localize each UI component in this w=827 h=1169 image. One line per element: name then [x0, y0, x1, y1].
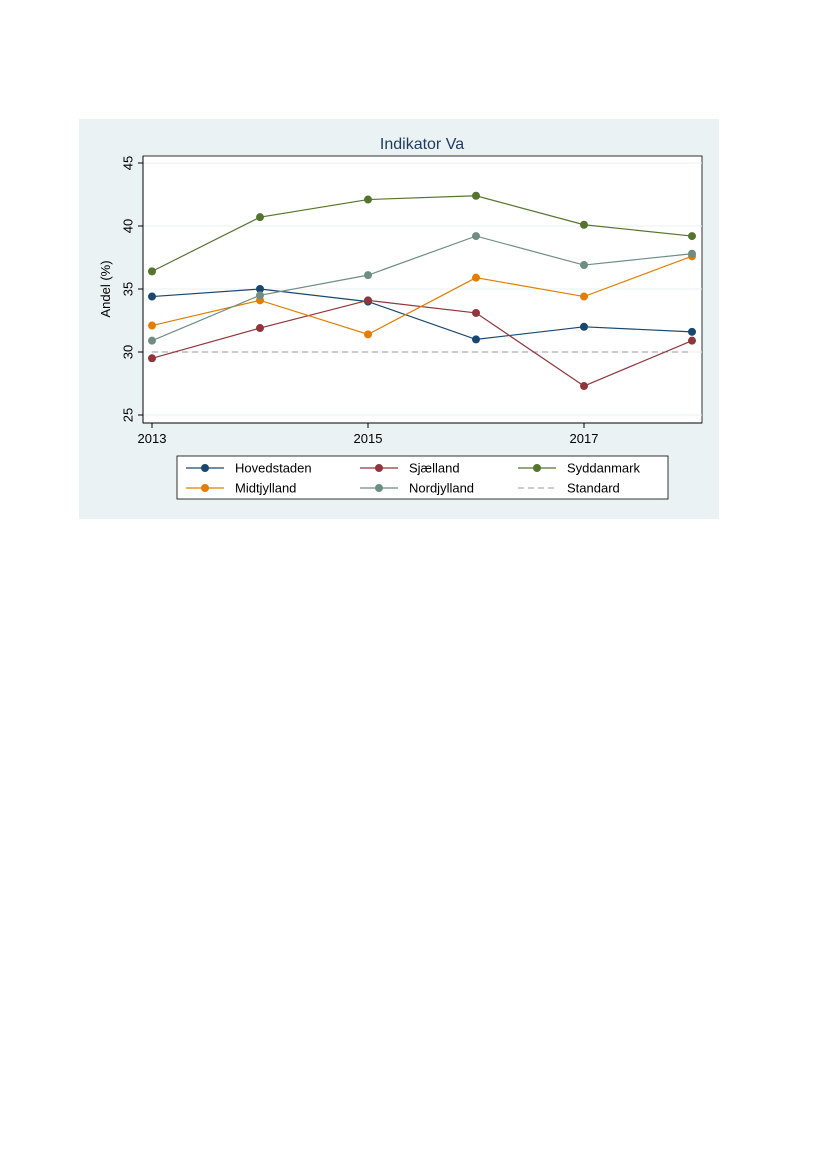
line-chart: Indikator Va 25 30 35 40 45 2013 2015 2017 Ande… — [98, 136, 703, 500]
data-point-sjaelland — [256, 324, 264, 333]
legend: Hovedstaden Sjælland Syddanmark Midtjylland… — [176, 455, 669, 500]
series-line-nordjylland — [151, 235, 693, 342]
y-axis-title: Andel (%) — [98, 260, 113, 317]
data-point-midtjylland — [364, 330, 372, 339]
data-point-hovedstaden — [580, 322, 588, 331]
legend-marker — [533, 464, 541, 472]
series-syddanmark — [148, 191, 696, 276]
y-tick-label: 30 — [121, 345, 136, 359]
series-line-hovedstaden — [151, 288, 693, 341]
data-point-nordjylland — [472, 232, 480, 241]
x-tick-label: 2013 — [138, 431, 167, 446]
data-point-nordjylland — [580, 261, 588, 270]
legend-label: Midtjylland — [235, 481, 296, 496]
series-nordjylland — [148, 232, 696, 345]
legend-label: Sjælland — [409, 461, 460, 476]
data-point-syddanmark — [148, 267, 156, 276]
series-line-midtjylland — [151, 255, 693, 336]
data-point-midtjylland — [580, 292, 588, 301]
data-point-nordjylland — [688, 249, 696, 258]
x-tick-label: 2015 — [354, 431, 383, 446]
data-point-sjaelland — [472, 308, 480, 317]
legend-marker — [201, 464, 209, 472]
axes: 25 30 35 40 45 2013 2015 2017 — [121, 156, 702, 446]
data-point-midtjylland — [472, 273, 480, 282]
y-tick-label: 45 — [121, 156, 136, 170]
legend-item-midtjylland: Midtjylland — [186, 481, 296, 496]
legend-box — [176, 455, 669, 500]
legend-item-syddanmark: Syddanmark — [518, 461, 640, 476]
data-point-sjaelland — [364, 296, 372, 305]
data-point-sjaelland — [688, 336, 696, 345]
data-point-syddanmark — [256, 213, 264, 222]
y-tick-label: 35 — [121, 282, 136, 296]
data-point-syddanmark — [364, 195, 372, 204]
chart-panel: Indikator Va 25 30 35 40 45 2013 2015 2017 Ande… — [79, 119, 719, 519]
data-point-hovedstaden — [472, 335, 480, 344]
y-tick-label: 25 — [121, 408, 136, 422]
data-point-syddanmark — [580, 220, 588, 229]
legend-label: Hovedstaden — [235, 461, 312, 476]
legend-label: Standard — [567, 481, 620, 496]
data-point-sjaelland — [580, 382, 588, 391]
series-line-syddanmark — [151, 195, 693, 272]
legend-item-hovedstaden: Hovedstaden — [186, 461, 312, 476]
data-point-sjaelland — [148, 354, 156, 363]
x-tick-label: 2017 — [570, 431, 599, 446]
legend-label: Syddanmark — [567, 461, 640, 476]
legend-label: Nordjylland — [409, 481, 474, 496]
chart-title: Indikator Va — [380, 136, 464, 153]
legend-item-sjaelland: Sjælland — [360, 461, 460, 476]
data-point-syddanmark — [472, 191, 480, 200]
data-point-midtjylland — [148, 321, 156, 330]
legend-marker — [375, 464, 383, 472]
legend-item-standard: Standard — [518, 481, 620, 496]
data-point-hovedstaden — [256, 285, 264, 293]
data-point-nordjylland — [148, 336, 156, 345]
data-point-nordjylland — [364, 271, 372, 280]
series-lines — [148, 191, 696, 391]
data-point-syddanmark — [688, 232, 696, 241]
data-point-hovedstaden — [148, 292, 156, 301]
legend-item-nordjylland: Nordjylland — [360, 481, 474, 496]
y-tick-label: 40 — [121, 219, 136, 233]
data-point-hovedstaden — [688, 327, 696, 336]
data-point-nordjylland — [256, 291, 264, 300]
legend-marker — [201, 484, 209, 492]
legend-marker — [375, 484, 383, 492]
